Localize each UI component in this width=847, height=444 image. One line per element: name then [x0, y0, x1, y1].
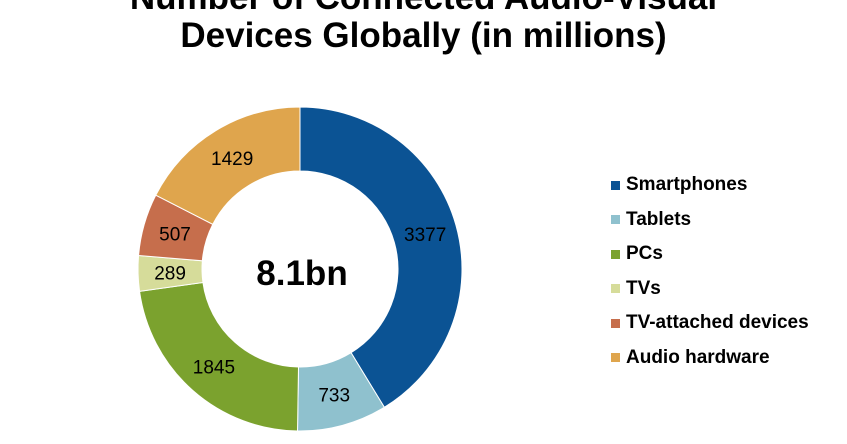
legend-swatch — [611, 353, 620, 363]
legend-label: Smartphones — [626, 174, 748, 196]
legend-label: TVs — [626, 277, 661, 299]
legend-label: Tablets — [626, 208, 692, 230]
legend-item-pcs: PCs — [611, 237, 809, 272]
legend-item-tvs: TVs — [611, 272, 809, 307]
data-label-tv-attached-devices: 507 — [159, 224, 191, 245]
slice-audio-hardware — [155, 106, 301, 226]
chart-title-line1: Number of Connected Audio-Visual — [0, 0, 847, 18]
donut-slices — [137, 106, 463, 432]
legend-label: PCs — [626, 243, 663, 265]
legend-label: Audio hardware — [626, 346, 770, 368]
legend-item-audio-hardware: Audio hardware — [611, 341, 809, 376]
legend-item-tv-attached-devices: TV-attached devices — [611, 306, 809, 341]
legend-swatch — [611, 284, 620, 294]
legend-item-tablets: Tablets — [611, 203, 809, 238]
legend-swatch — [611, 318, 620, 328]
legend-item-smartphones: Smartphones — [611, 168, 809, 203]
legend-swatch — [611, 215, 620, 225]
slice-pcs — [138, 281, 300, 432]
legend-swatch — [611, 249, 620, 259]
data-label-tablets: 733 — [318, 385, 350, 406]
legend: Smartphones Tablets PCs TVs TV-attached devi… — [611, 168, 809, 375]
data-label-audio-hardware: 1429 — [211, 149, 253, 170]
chart-title-line2: Devices Globally (in millions) — [180, 16, 667, 55]
slice-smartphones — [299, 106, 463, 408]
data-label-smartphones: 3377 — [404, 225, 446, 246]
data-label-tvs: 289 — [154, 264, 186, 285]
data-label-pcs: 1845 — [193, 357, 235, 378]
legend-swatch — [611, 180, 620, 190]
data-labels: 3377 733 1845 289 507 1429 — [154, 149, 446, 406]
legend-label: TV-attached devices — [626, 312, 809, 334]
center-total-label: 8.1bn — [256, 254, 347, 293]
